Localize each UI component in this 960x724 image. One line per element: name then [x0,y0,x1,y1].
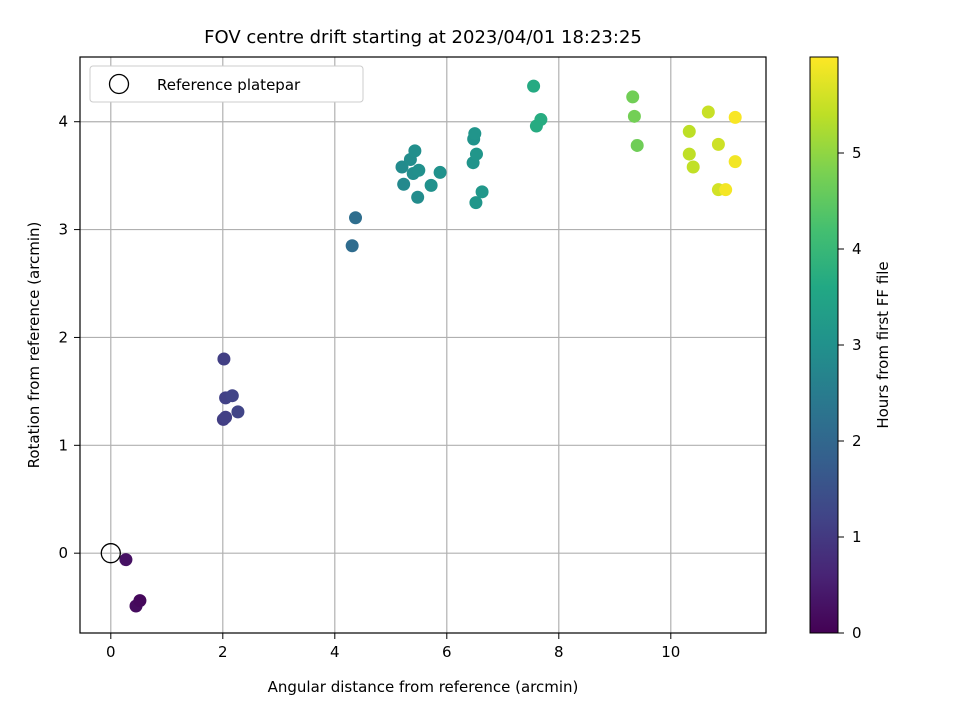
data-point [719,183,733,197]
colorbar-gradient [809,56,839,634]
data-point [119,553,133,567]
y-tick-label: 4 [58,113,68,131]
data-point [217,352,231,366]
colorbar-tick-label: 5 [852,144,862,162]
x-tick-label: 0 [106,643,116,661]
colorbar: 0 1 2 3 4 5 Hours from first FF file [809,56,892,642]
data-point [682,147,696,161]
colorbar-tick-label: 2 [852,432,862,450]
data-point [345,239,359,253]
data-point [412,163,426,177]
chart-title: FOV centre drift starting at 2023/04/01 … [204,27,642,48]
grid-lines [80,57,766,633]
colorbar-label: Hours from first FF file [874,261,892,428]
data-point [469,147,483,161]
data-point [424,178,438,192]
data-point [469,196,483,210]
colorbar-ticks: 0 1 2 3 4 5 [838,144,862,642]
y-tick-label: 2 [58,328,68,346]
data-point [408,144,422,158]
legend-entry-label: Reference platepar [157,76,301,94]
reference-point [100,543,121,564]
x-axis-label: Angular distance from reference (arcmin) [268,678,579,696]
colorbar-tick-label: 0 [852,624,862,642]
data-point [231,405,245,419]
colorbar-tick-label: 4 [852,240,862,258]
colorbar-tick-label: 1 [852,528,862,546]
y-tick-label: 1 [58,436,68,454]
data-point [475,185,489,199]
data-point [627,109,641,123]
data-point [686,160,700,174]
colorbar-tick-label: 3 [852,336,862,354]
data-point [219,410,233,424]
data-point [529,119,543,133]
x-tick-label: 2 [218,643,228,661]
y-tick-label: 0 [58,544,68,562]
data-point [728,155,742,169]
data-point [527,79,541,93]
data-point [133,594,147,608]
data-point [433,165,447,179]
x-tick-label: 4 [330,643,340,661]
data-point [397,177,411,191]
data-point [630,138,644,152]
legend-box [89,65,364,103]
y-axis-label: Rotation from reference (arcmin) [25,222,43,469]
data-point [682,124,696,138]
y-tick-label: 3 [58,221,68,239]
data-point [225,389,239,403]
x-tick-label: 6 [442,643,452,661]
x-axis-ticks: 0 2 4 6 8 10 [106,633,680,661]
reference-platepar-marker [100,543,121,564]
legend-reference-marker [108,73,130,95]
data-point [349,211,363,225]
x-tick-label: 8 [554,643,564,661]
x-tick-label: 10 [661,643,680,661]
data-point [701,105,715,119]
data-point [468,127,482,141]
data-point [626,90,640,104]
data-point [395,160,409,174]
data-point [711,137,725,151]
data-point [411,190,425,204]
plot-area-frame [79,56,767,634]
legend: Reference platepar [89,65,364,103]
data-points [119,79,742,613]
y-axis-ticks: 0 1 2 3 4 [58,113,80,562]
data-point [728,110,742,124]
